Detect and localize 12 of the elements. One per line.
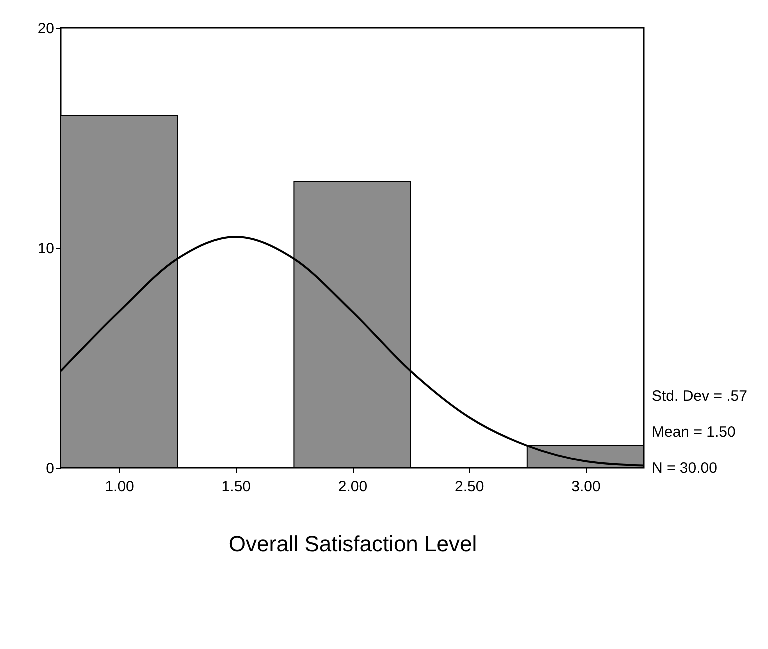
text: N = 30.00 xyxy=(652,460,718,477)
text: Std. Dev = .57 xyxy=(652,388,748,405)
x-tick-label: 2.50 xyxy=(455,478,484,496)
x-tick-label: 3.00 xyxy=(572,478,601,496)
x-axis-title: Overall Satisfaction Level xyxy=(228,532,478,556)
x-tick-label: 1.00 xyxy=(105,478,134,496)
x-tick-label: 1.50 xyxy=(222,478,251,496)
y-tick-label: 0 xyxy=(46,460,54,478)
y-tick-label: 20 xyxy=(38,20,54,38)
text: Mean = 1.50 xyxy=(652,424,736,441)
x-tick-label: 2.00 xyxy=(338,478,368,496)
y-tick-label: 10 xyxy=(38,240,54,258)
